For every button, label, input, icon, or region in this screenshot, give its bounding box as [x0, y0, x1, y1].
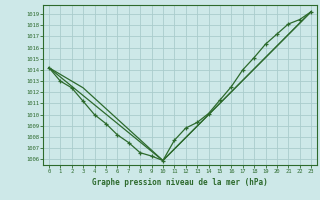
X-axis label: Graphe pression niveau de la mer (hPa): Graphe pression niveau de la mer (hPa) — [92, 178, 268, 187]
